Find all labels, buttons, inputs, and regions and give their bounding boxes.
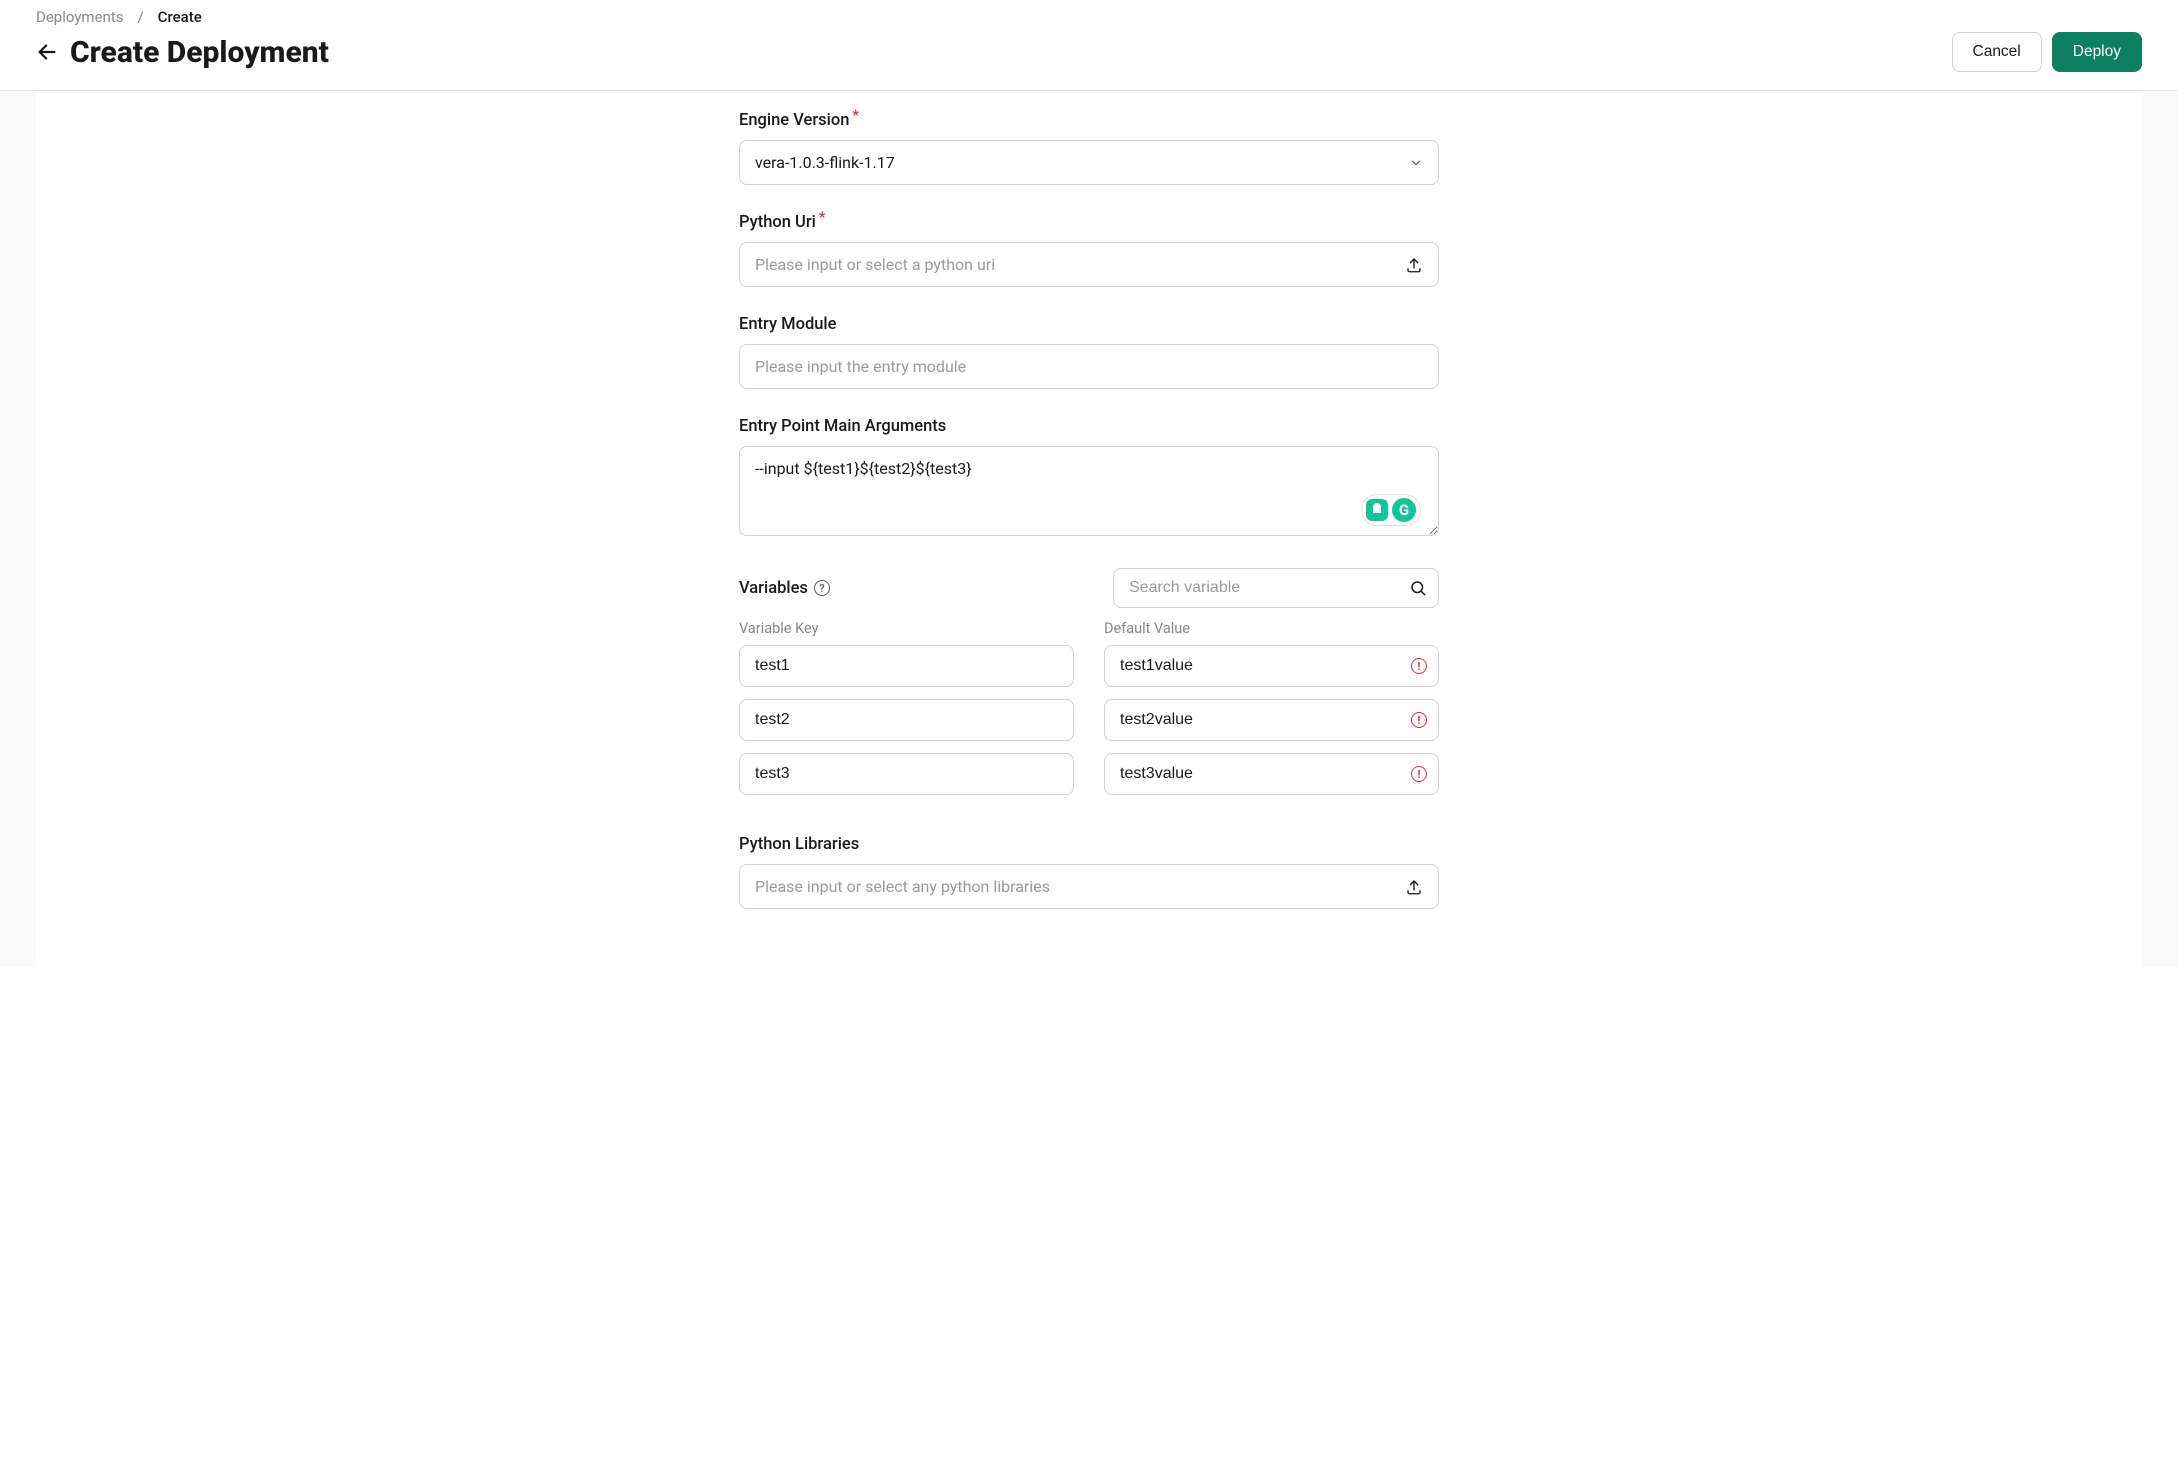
page-title: Create Deployment bbox=[70, 35, 329, 70]
variable-key-header: Variable Key bbox=[739, 620, 1074, 637]
error-icon[interactable]: ! bbox=[1411, 658, 1427, 674]
required-star-icon: * bbox=[852, 106, 859, 124]
engine-version-label: Engine Version* bbox=[739, 111, 1439, 130]
search-icon[interactable] bbox=[1409, 579, 1427, 597]
grammarly-widget[interactable]: G bbox=[1361, 494, 1421, 526]
entry-point-args-textarea[interactable] bbox=[739, 446, 1439, 536]
back-arrow-icon[interactable] bbox=[36, 41, 58, 63]
entry-module-label: Entry Module bbox=[739, 315, 1439, 334]
variable-value-input[interactable] bbox=[1104, 645, 1439, 687]
engine-version-select[interactable] bbox=[739, 140, 1439, 185]
required-star-icon: * bbox=[819, 208, 826, 226]
grammarly-bulb-icon bbox=[1366, 499, 1388, 521]
breadcrumb-create: Create bbox=[158, 8, 202, 26]
python-libraries-input[interactable] bbox=[739, 864, 1439, 909]
cancel-button[interactable]: Cancel bbox=[1952, 32, 2042, 72]
default-value-header: Default Value bbox=[1104, 620, 1439, 637]
grammarly-g-icon: G bbox=[1392, 498, 1416, 522]
breadcrumb: Deployments / Create bbox=[36, 8, 2142, 26]
breadcrumb-separator: / bbox=[137, 8, 143, 26]
variable-key-input[interactable] bbox=[739, 645, 1074, 687]
error-icon[interactable]: ! bbox=[1411, 766, 1427, 782]
python-libraries-label: Python Libraries bbox=[739, 835, 1439, 854]
entry-module-input[interactable] bbox=[739, 344, 1439, 389]
variable-value-input[interactable] bbox=[1104, 753, 1439, 795]
variables-label: Variables ? bbox=[739, 579, 830, 598]
python-uri-input[interactable] bbox=[739, 242, 1439, 287]
python-uri-label: Python Uri* bbox=[739, 213, 1439, 232]
upload-icon[interactable] bbox=[1404, 255, 1424, 275]
variable-key-input[interactable] bbox=[739, 699, 1074, 741]
help-icon[interactable]: ? bbox=[814, 580, 830, 596]
variable-key-input[interactable] bbox=[739, 753, 1074, 795]
breadcrumb-deployments[interactable]: Deployments bbox=[36, 8, 123, 26]
entry-point-args-label: Entry Point Main Arguments bbox=[739, 417, 1439, 436]
search-variable-input[interactable] bbox=[1113, 568, 1439, 608]
upload-icon[interactable] bbox=[1404, 877, 1424, 897]
deploy-button[interactable]: Deploy bbox=[2052, 32, 2142, 72]
variable-value-input[interactable] bbox=[1104, 699, 1439, 741]
error-icon[interactable]: ! bbox=[1411, 712, 1427, 728]
